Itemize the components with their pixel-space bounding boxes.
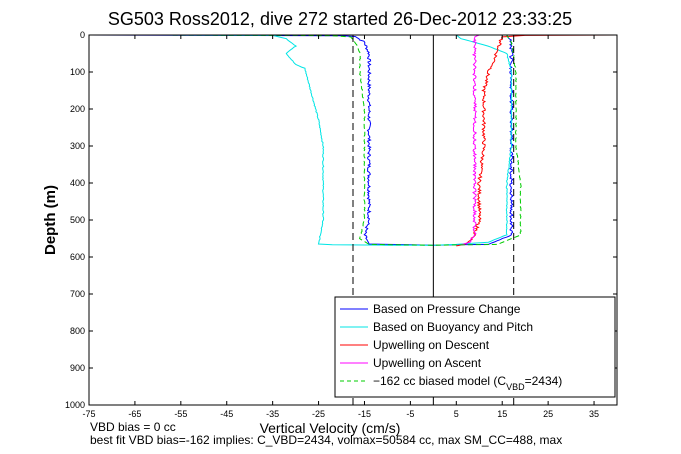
y-tick-label: 500 <box>70 215 85 225</box>
y-tick-label: 0 <box>80 30 85 40</box>
x-tick-label: -65 <box>128 409 141 419</box>
series-layer <box>88 34 618 247</box>
x-tick-label: 35 <box>589 409 599 419</box>
series-line <box>157 34 513 246</box>
x-tick-label: -25 <box>312 409 325 419</box>
footer-best-fit: best fit VBD bias=-162 implies: C_VBD=24… <box>90 433 563 447</box>
x-axis-label: Vertical Velocity (cm/s) <box>260 420 401 436</box>
x-tick-label: -15 <box>358 409 371 419</box>
x-tick-label: 25 <box>543 409 553 419</box>
y-tick-label: 800 <box>70 326 85 336</box>
x-tick-label: -5 <box>406 409 414 419</box>
legend: Based on Pressure Change Based on Buoyanc… <box>334 296 616 398</box>
y-tick-label: 400 <box>70 178 85 188</box>
x-tick-label: -35 <box>266 409 279 419</box>
series-line <box>148 34 522 246</box>
legend-label: Upwelling on Ascent <box>373 356 482 370</box>
x-tick-label: -55 <box>174 409 187 419</box>
footer-vbd-bias: VBD bias = 0 cc <box>90 420 176 434</box>
x-tick-label: -75 <box>82 409 95 419</box>
y-tick-label: 100 <box>70 67 85 77</box>
y-tick-label: 900 <box>70 363 85 373</box>
legend-label: Based on Buoyancy and Pitch <box>373 320 533 334</box>
y-tick-label: 300 <box>70 141 85 151</box>
legend-label: Based on Pressure Change <box>373 302 521 316</box>
x-tick-label: 15 <box>497 409 507 419</box>
y-tick-label: 1000 <box>65 400 85 410</box>
y-tick-label: 200 <box>70 104 85 114</box>
legend-label: Upwelling on Descent <box>373 338 490 352</box>
y-tick-label: 600 <box>70 252 85 262</box>
y-tick-label: 700 <box>70 289 85 299</box>
x-tick-label: -45 <box>220 409 233 419</box>
legend-box <box>334 296 616 398</box>
x-tick-label: 5 <box>454 409 459 419</box>
y-axis-label: Depth (m) <box>42 185 59 255</box>
y-ticks: 0 100 200 300 400 500 600 700 800 900 1000 <box>65 30 617 410</box>
series-line <box>460 34 480 246</box>
chart-title: SG503 Ross2012, dive 272 started 26-Dec-… <box>108 9 572 29</box>
x-ticks: -75 -65 -55 -45 -35 -25 -15 -5 5 15 25 35 <box>82 35 599 419</box>
series-line <box>456 34 618 247</box>
